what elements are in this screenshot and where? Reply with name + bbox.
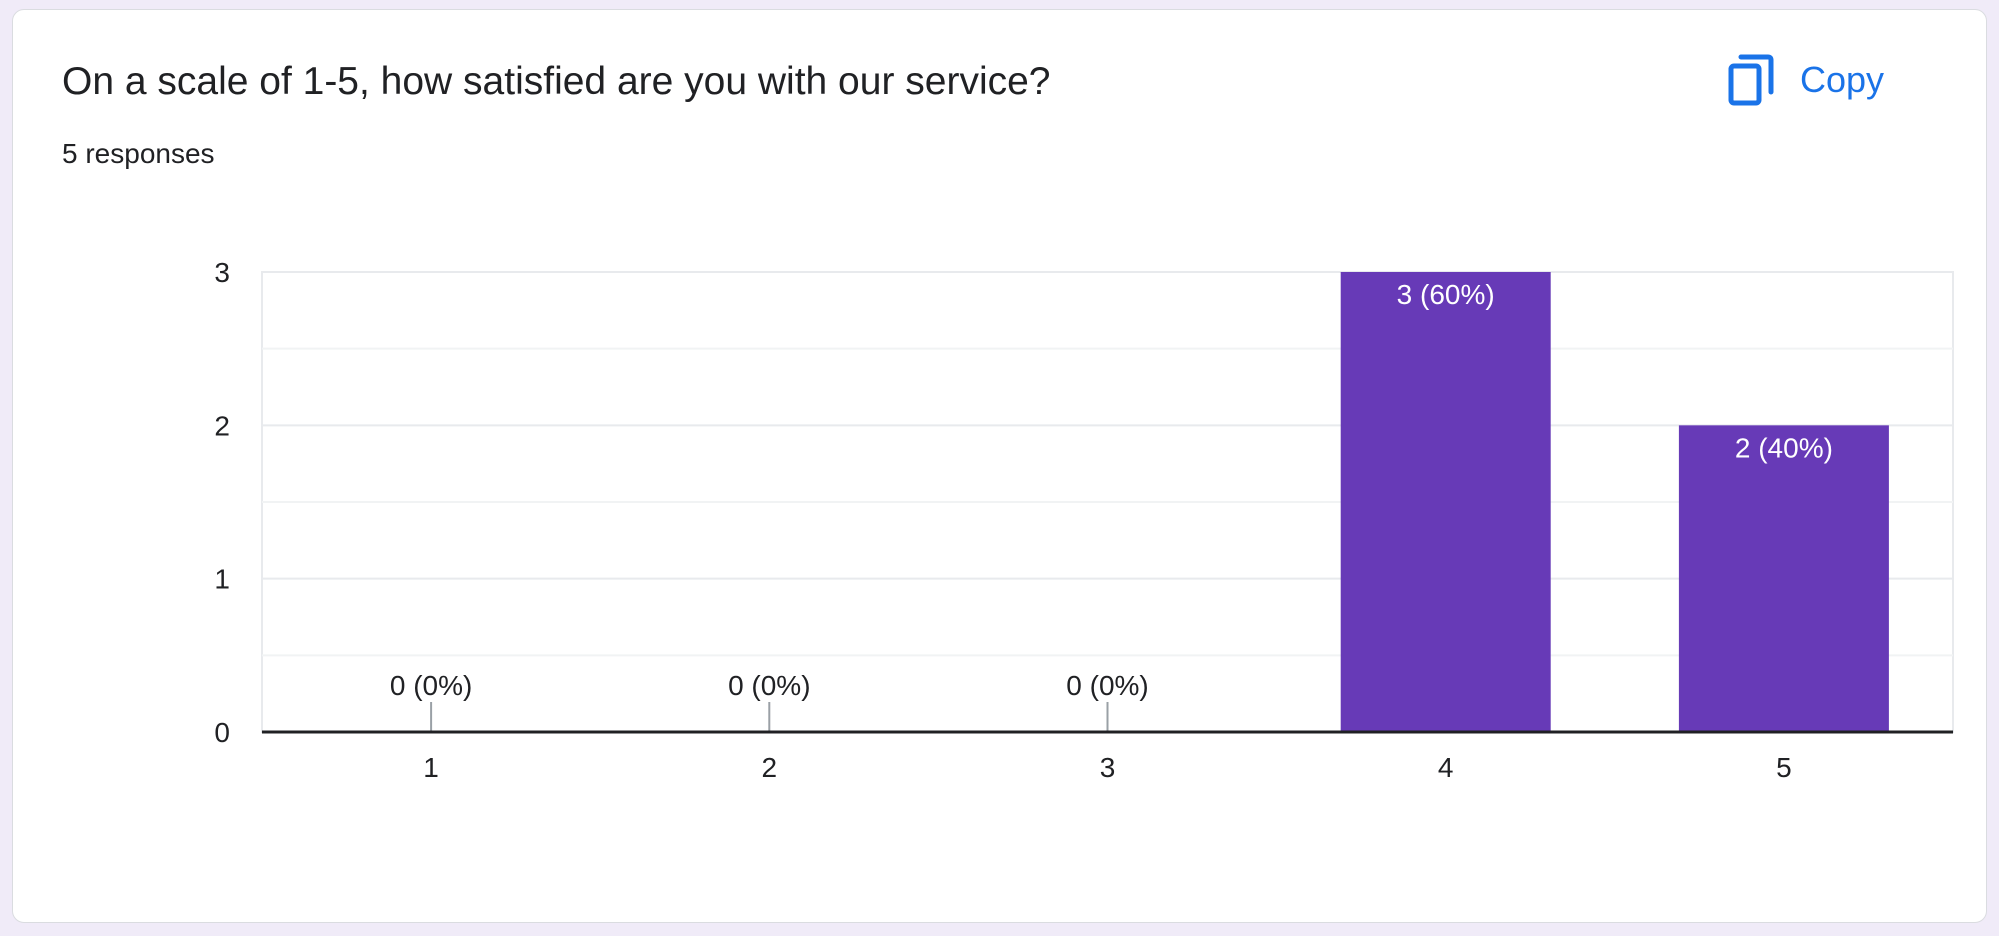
copy-label: Copy — [1800, 59, 1885, 100]
x-tick-label: 2 — [762, 752, 778, 783]
y-tick-label: 2 — [214, 410, 230, 441]
copy-button[interactable]: Copy — [1728, 48, 1884, 112]
bar — [1678, 425, 1889, 732]
y-tick-label: 1 — [214, 564, 230, 595]
data-label: 2 (40%) — [1735, 432, 1833, 463]
x-tick-label: 5 — [1776, 752, 1792, 783]
y-tick-label: 0 — [214, 717, 230, 748]
x-tick-label: 1 — [423, 752, 439, 783]
question-title: On a scale of 1-5, how satisfied are you… — [62, 60, 1051, 103]
data-label: 3 (60%) — [1397, 279, 1495, 310]
data-label: 0 (0%) — [1066, 670, 1148, 701]
responses-count: 5 responses — [62, 138, 215, 169]
question-card — [12, 9, 1987, 923]
bar — [1340, 272, 1551, 732]
data-label: 0 (0%) — [728, 670, 810, 701]
data-label: 0 (0%) — [390, 670, 472, 701]
copy-icon — [1728, 54, 1774, 106]
x-tick-label: 4 — [1438, 752, 1454, 783]
y-tick-label: 3 — [214, 257, 230, 288]
x-tick-label: 3 — [1100, 752, 1116, 783]
